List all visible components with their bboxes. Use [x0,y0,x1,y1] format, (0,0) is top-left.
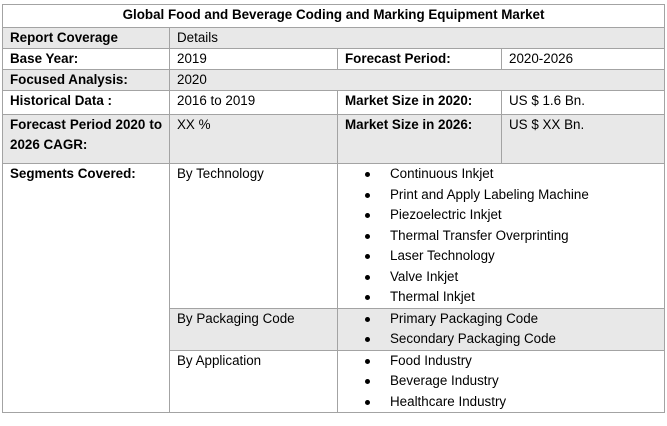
market-size-2020-value: US $ 1.6 Bn. [500,90,666,115]
list-item: Healthcare Industry [364,392,657,413]
list-item: Thermal Transfer Overprinting [364,226,657,247]
market-size-2020-label: Market Size in 2020: [337,90,502,115]
market-size-2026-value: US $ XX Bn. [500,114,666,164]
historical-data-label: Historical Data : [2,90,170,115]
segment-items: Continuous Inkjet Print and Apply Labeli… [336,163,666,309]
focused-analysis-value: 2020 [168,69,666,91]
segment-group-name: By Technology [169,163,338,309]
forecast-cagr-label: Forecast Period 2020 to 2026 CAGR: [2,114,170,164]
report-coverage-value: Details [168,27,666,49]
segment-items: Primary Packaging Code Secondary Packagi… [336,307,666,351]
focused-analysis-label: Focused Analysis: [2,69,170,91]
table-title: Global Food and Beverage Coding and Mark… [1,4,666,28]
packaging-code-list: Primary Packaging Code Secondary Packagi… [345,309,657,350]
market-report-table: Global Food and Beverage Coding and Mark… [1,4,666,413]
segment-items: Food Industry Beverage Industry Healthca… [336,349,666,413]
list-item: Print and Apply Labeling Machine [364,185,657,206]
table-row: Forecast Period 2020 to 2026 CAGR: XX % … [2,114,666,164]
base-year-label: Base Year: [2,48,170,70]
technology-list: Continuous Inkjet Print and Apply Labeli… [345,164,657,308]
forecast-cagr-value: XX % [169,114,338,164]
base-year-value: 2019 [169,48,338,70]
list-item: Secondary Packaging Code [364,329,657,350]
historical-data-value: 2016 to 2019 [169,90,338,115]
market-size-2026-label: Market Size in 2026: [337,114,502,164]
report-coverage-label: Report Coverage [2,27,170,49]
list-item: Laser Technology [364,246,657,267]
segment-row-application: By Application Food Industry Beverage In… [3,349,666,413]
application-list: Food Industry Beverage Industry Healthca… [345,351,657,413]
list-item: Valve Inkjet [364,267,657,288]
segment-row-packaging: By Packaging Code Primary Packaging Code… [2,307,666,351]
forecast-period-value: 2020-2026 [500,48,666,70]
segment-row-technology: Segments Covered: By Technology Continuo… [2,163,666,413]
segment-group-name: By Packaging Code [169,307,338,351]
list-item: Beverage Industry [364,371,657,392]
segments-covered-label: Segments Covered: [2,163,170,413]
list-item: Piezoelectric Inkjet [364,205,657,226]
forecast-period-label: Forecast Period: [337,48,502,70]
list-item: Primary Packaging Code [364,309,657,330]
list-item: Food Industry [364,351,657,372]
list-item: Continuous Inkjet [364,164,657,185]
title-row: Global Food and Beverage Coding and Mark… [1,4,666,28]
table-row: Focused Analysis: 2020 [2,69,666,91]
table-row: Base Year: 2019 Forecast Period: 2020-20… [2,48,666,70]
segment-group-name: By Application [169,349,338,413]
table-row: Historical Data : 2016 to 2019 Market Si… [2,90,666,115]
list-item: Thermal Inkjet [364,287,657,308]
table-row: Report Coverage Details [2,27,666,49]
